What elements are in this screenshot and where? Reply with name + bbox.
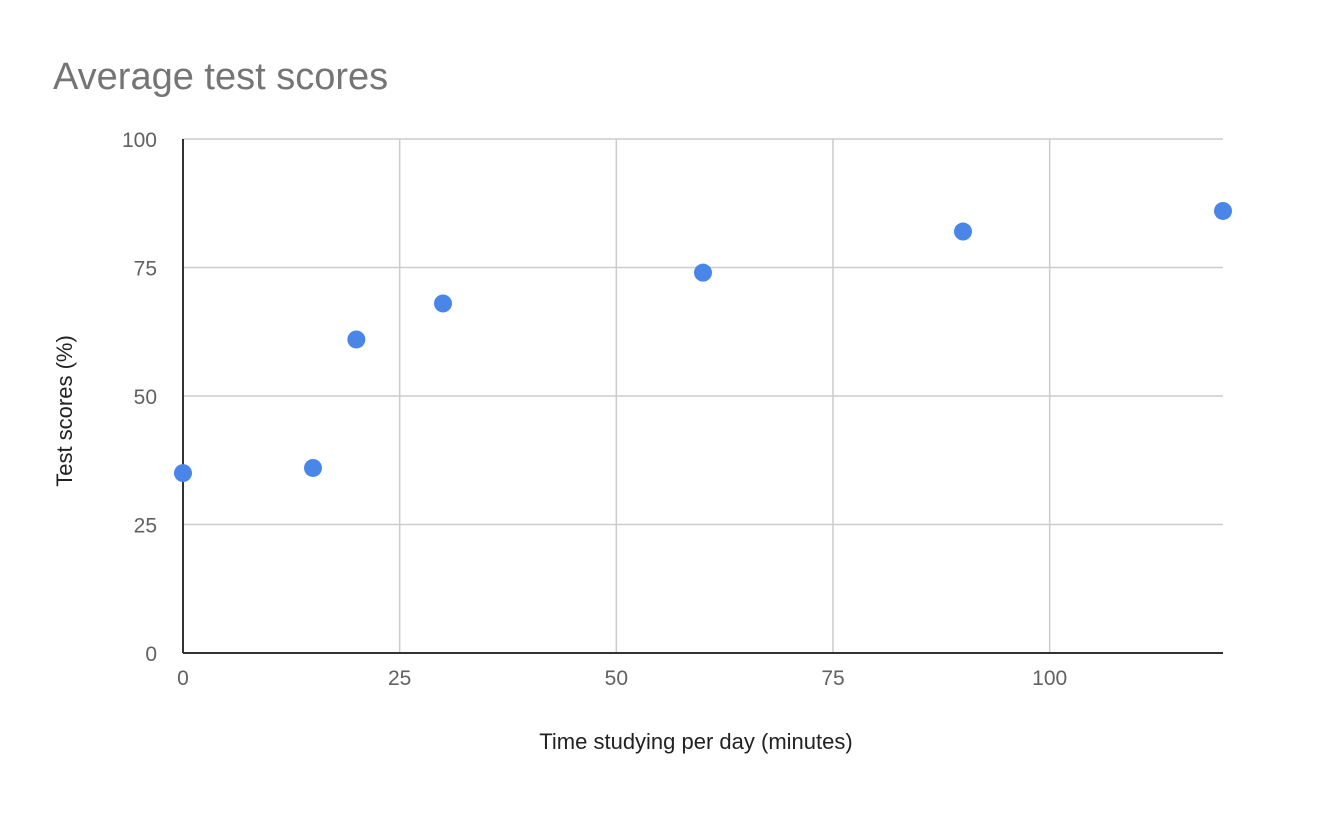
data-points — [174, 201, 1232, 483]
data-point-1 — [304, 458, 322, 477]
y-axis-label: Test scores (%) — [52, 335, 77, 487]
grid-lines — [183, 138, 1223, 653]
y-tick-label-2: 50 — [134, 386, 157, 409]
y-tick-label-0: 0 — [145, 643, 157, 666]
x-tick-label-0: 0 — [177, 667, 189, 690]
x-tick-label-1: 25 — [388, 667, 411, 690]
data-point-5 — [954, 222, 972, 241]
y-tick-label-3: 75 — [134, 258, 157, 281]
data-point-3 — [434, 294, 452, 313]
x-axis-label: Time studying per day (minutes) — [539, 729, 852, 754]
data-point-2 — [347, 330, 366, 349]
x-tick-label-4: 100 — [1032, 667, 1067, 690]
data-point-4 — [694, 263, 712, 282]
x-tick-label-2: 50 — [605, 667, 628, 690]
data-point-0 — [174, 464, 192, 483]
axes — [182, 139, 1223, 654]
y-tick-label-4: 100 — [122, 129, 157, 152]
x-tick-label-3: 75 — [821, 667, 844, 690]
y-tick-label-1: 25 — [134, 515, 157, 538]
tick-labels: 0 25 50 75 100 0 25 50 75 100 — [122, 129, 1067, 690]
data-point-6 — [1214, 201, 1232, 220]
chart-title: Average test scores — [53, 56, 389, 98]
